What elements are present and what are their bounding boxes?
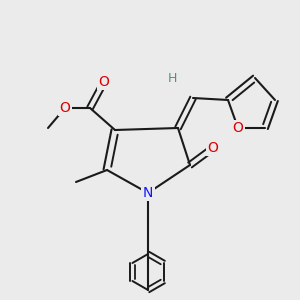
- Text: O: O: [99, 75, 110, 89]
- Text: H: H: [167, 71, 177, 85]
- Text: O: O: [208, 141, 218, 155]
- Text: O: O: [232, 121, 243, 135]
- Text: O: O: [60, 101, 70, 115]
- Text: N: N: [143, 186, 153, 200]
